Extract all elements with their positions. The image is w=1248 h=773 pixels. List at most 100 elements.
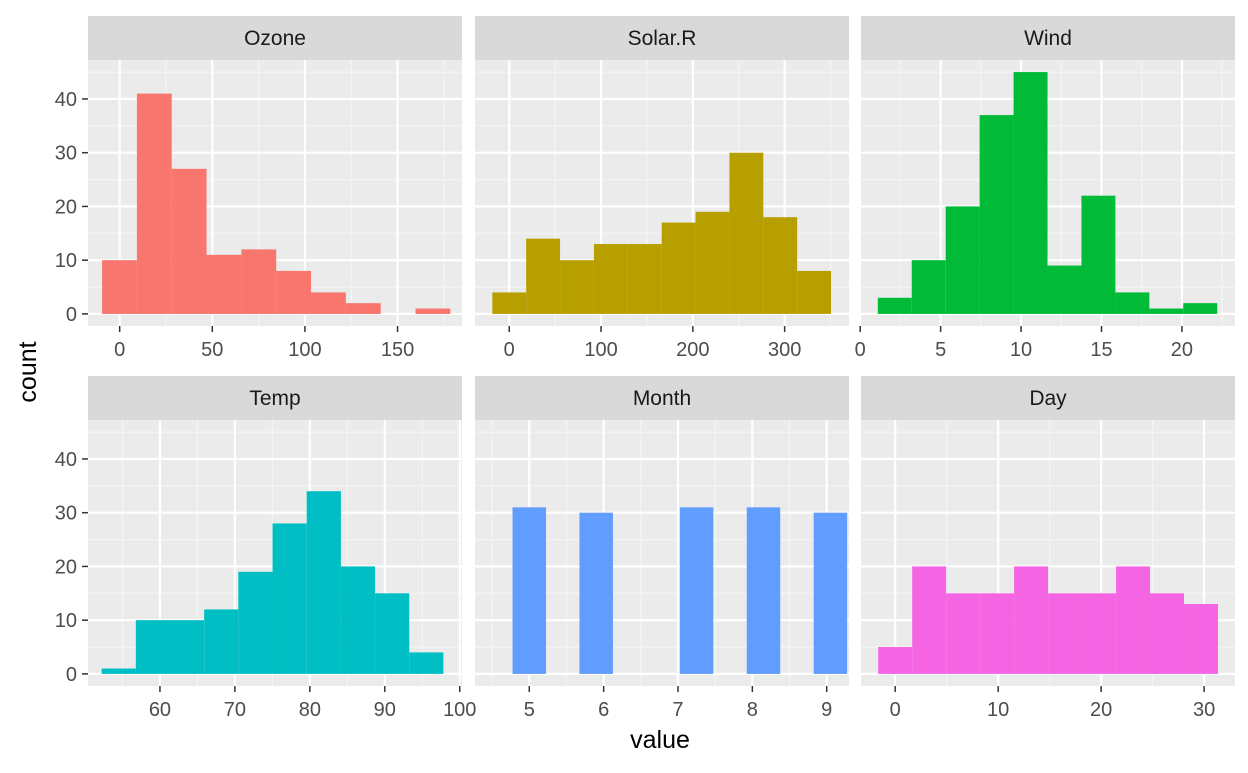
- histogram-bar-wind-6: [1047, 265, 1082, 314]
- x-tick-label: 50: [201, 339, 223, 361]
- x-tick-label: 15: [1090, 339, 1112, 361]
- histogram-bar-solar-r-2: [526, 238, 561, 314]
- facet-panel-temp: Temp 0 10 20 30 40 60 70 80 90 100: [55, 376, 476, 721]
- histogram-bar-ozone-6: [276, 270, 312, 314]
- x-tick-label: 200: [676, 339, 709, 361]
- x-tick-label: 100: [584, 339, 617, 361]
- facet-strip-label: Temp: [249, 387, 300, 410]
- y-tick-label: 0: [66, 304, 77, 326]
- facet-panel-day: Day 0 10 20 30: [861, 376, 1235, 721]
- histogram-bar-ozone-5: [241, 249, 277, 314]
- x-tick-label: 5: [524, 699, 535, 721]
- x-tick-label: 90: [374, 699, 396, 721]
- y-tick-label: 20: [55, 196, 77, 218]
- x-tick-label: 100: [443, 699, 476, 721]
- y-tick-label: 30: [55, 503, 77, 525]
- y-tick-label: 0: [66, 664, 77, 686]
- histogram-bar-temp-7: [306, 491, 341, 674]
- y-tick-label: 10: [55, 610, 77, 632]
- facet-strip: [861, 376, 1235, 420]
- x-tick-label: 0: [890, 699, 901, 721]
- facet-strip-label: Day: [1029, 387, 1067, 410]
- histogram-bar-day-5: [1014, 566, 1049, 674]
- histogram-bar-wind-1: [877, 297, 912, 314]
- histogram-bar-wind-8: [1115, 292, 1150, 314]
- histogram-bar-solar-r-6: [661, 222, 696, 314]
- histogram-bar-wind-5: [1013, 72, 1048, 314]
- x-tick-label: 60: [149, 699, 171, 721]
- histogram-bar-temp-3: [169, 620, 205, 674]
- facet-panel-wind: Wind 0 5 10 15 20: [855, 16, 1235, 361]
- histogram-bar-month-3: [579, 512, 613, 674]
- histogram-bar-wind-9: [1149, 308, 1184, 314]
- histogram-bar-month-6: [679, 507, 714, 674]
- histogram-bar-wind-4: [979, 115, 1014, 314]
- histogram-bar-ozone-10: [415, 308, 451, 314]
- facet-strip-label: Wind: [1024, 27, 1072, 50]
- histogram-bar-day-1: [878, 647, 913, 674]
- y-tick-label: 40: [55, 449, 77, 471]
- histogram-bar-day-8: [1116, 566, 1151, 674]
- facet-panel-solar-r: Solar.R 0 100 200 300: [475, 16, 849, 361]
- histogram-bar-ozone-2: [136, 93, 172, 314]
- histogram-bar-temp-2: [135, 620, 170, 674]
- histogram-bar-ozone-7: [311, 292, 346, 314]
- histogram-bar-ozone-1: [102, 260, 137, 314]
- x-tick-label: 20: [1090, 699, 1112, 721]
- histogram-bar-solar-r-3: [560, 260, 594, 314]
- histogram-bar-ozone-4: [206, 254, 242, 314]
- y-tick-label: 40: [55, 89, 77, 111]
- facet-strip-label: Solar.R: [628, 27, 697, 50]
- histogram-bar-day-7: [1082, 593, 1117, 674]
- histogram-bar-wind-7: [1081, 195, 1116, 314]
- histogram-bar-month-1: [512, 507, 547, 674]
- histogram-bar-day-3: [946, 593, 981, 674]
- histogram-bar-month-10: [813, 512, 848, 674]
- facet-strip: [475, 16, 849, 60]
- x-tick-label: 7: [672, 699, 683, 721]
- histogram-bar-wind-3: [945, 206, 980, 314]
- x-tick-label: 6: [598, 699, 609, 721]
- histogram-bar-day-10: [1184, 604, 1219, 674]
- histogram-bar-temp-8: [340, 566, 376, 674]
- histogram-bar-wind-10: [1183, 303, 1218, 314]
- facet-strip: [88, 16, 462, 60]
- histogram-bar-temp-1: [101, 668, 136, 674]
- x-tick-label: 150: [381, 339, 414, 361]
- facet-panel-month: Month 5 6 7 8 9: [475, 376, 849, 721]
- histogram-bar-ozone-3: [171, 168, 207, 314]
- histogram-bar-solar-r-5: [627, 244, 662, 314]
- facet-strip-label: Ozone: [244, 27, 306, 50]
- histogram-bar-temp-6: [272, 523, 307, 674]
- facet-strip: [475, 376, 849, 420]
- histogram-bar-solar-r-10: [797, 270, 832, 314]
- histogram-bar-temp-9: [375, 593, 410, 674]
- x-tick-label: 10: [987, 699, 1009, 721]
- x-tick-label: 9: [821, 699, 832, 721]
- facet-strip-label: Month: [633, 387, 691, 410]
- histogram-bar-solar-r-7: [695, 211, 730, 314]
- histogram-bar-solar-r-9: [763, 217, 798, 314]
- y-axis-title: count: [14, 341, 42, 402]
- x-tick-label: 8: [747, 699, 758, 721]
- x-tick-label: 0: [114, 339, 125, 361]
- y-tick-label: 20: [55, 556, 77, 578]
- y-tick-label: 10: [55, 250, 77, 272]
- x-tick-label: 20: [1171, 339, 1193, 361]
- x-tick-label: 70: [224, 699, 246, 721]
- x-tick-label: 80: [299, 699, 321, 721]
- facet-strip: [861, 16, 1235, 60]
- x-tick-label: 30: [1193, 699, 1215, 721]
- histogram-bar-temp-5: [238, 571, 273, 674]
- histogram-bar-month-8: [746, 507, 781, 674]
- x-tick-label: 0: [504, 339, 515, 361]
- histogram-bar-ozone-8: [345, 303, 381, 314]
- facet-panel-ozone: Ozone 0 10 20 30 40 0 50 100 150: [55, 16, 462, 361]
- histogram-bar-day-4: [980, 593, 1015, 674]
- y-tick-label: 30: [55, 143, 77, 165]
- x-tick-label: 100: [288, 339, 321, 361]
- histogram-bar-temp-4: [204, 609, 239, 674]
- histogram-bar-day-6: [1048, 593, 1083, 674]
